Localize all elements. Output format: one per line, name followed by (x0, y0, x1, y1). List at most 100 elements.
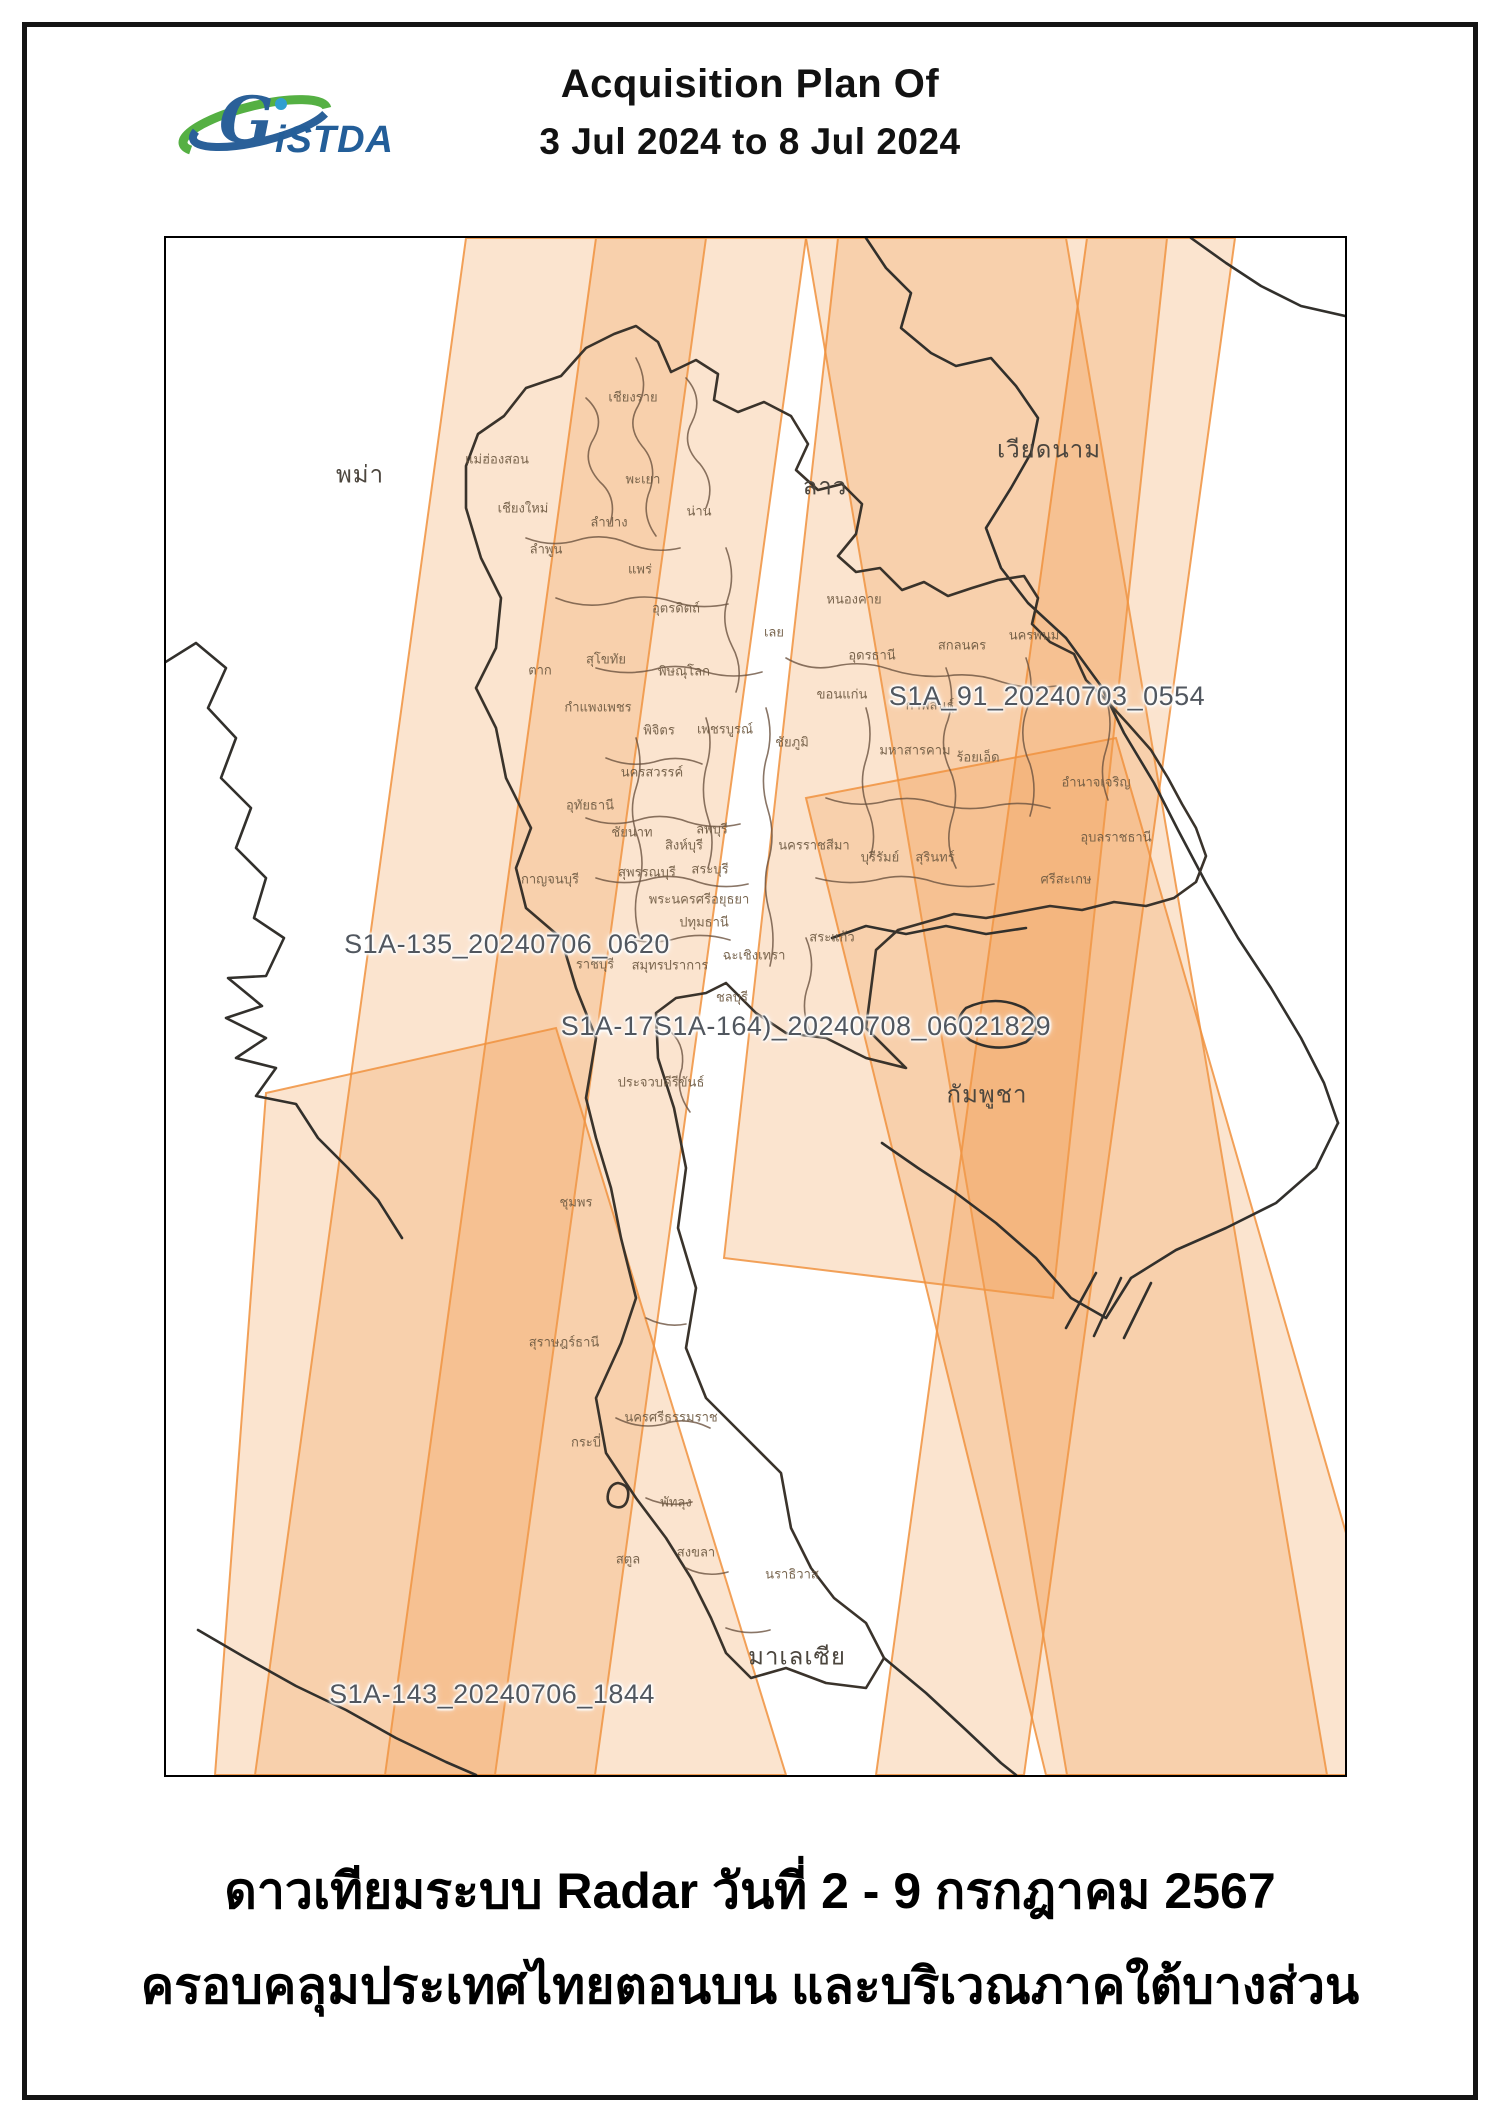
logo-letter-g: G (219, 83, 274, 158)
province-label: อุบลราชธานี (1080, 829, 1152, 845)
delta-river-mark-1 (1064, 1271, 1098, 1330)
province-label: อุตรดิตถ์ (652, 600, 700, 616)
province-label: สุพรรณบุรี (618, 864, 676, 880)
page-title-dates: 3 Jul 2024 to 8 Jul 2024 (539, 121, 961, 162)
province-label: ประจวบคีรีขันธ์ (617, 1074, 705, 1090)
thailand-border (464, 324, 1208, 1690)
province-label: ปทุมธานี (679, 914, 729, 930)
map-labels-layer: พม่า ลาว เวียดนามกัมพูชามาเลเซีย เชียงรายแม… (166, 238, 1345, 1775)
satellite-pass-label: S1A-143_20240706_1844 (329, 1678, 655, 1709)
swath-descending-west (253, 238, 708, 1775)
province-label: ชัยนาท (611, 824, 653, 840)
logo-swoosh (178, 92, 334, 157)
province-label: พิจิตร (643, 722, 675, 738)
province-label: พิษณุโลก (657, 663, 711, 679)
province-label: กระบี่ (570, 1434, 602, 1450)
province-label: ชลบุรี (715, 989, 749, 1005)
swath-ascending-southeast (804, 736, 1345, 1775)
province-label: สกลนคร (937, 637, 987, 653)
swath-ascending-south-s1a143 (213, 1026, 788, 1775)
logo-letters-istda: iSTDA (275, 119, 394, 161)
gistda-logo-graphic: G iSTDA (178, 83, 394, 161)
province-label: อำนาจเจริญ (1061, 774, 1131, 790)
province-label: สระบุรี (691, 861, 729, 877)
province-label: กาฬสินธุ์ (905, 697, 955, 713)
laos-vietnam-border (864, 238, 1340, 1125)
malaysia-west-coast (196, 1628, 478, 1775)
province-label: ตาก (528, 662, 552, 678)
myanmar-coastline (166, 641, 404, 1240)
province-label: กาญจนบุรี (521, 871, 579, 887)
province-label: เพชรบูรณ์ (696, 721, 754, 737)
country-label: พม่า (335, 461, 385, 489)
caption-line1: ดาวเทียมระบบ Radar วันที่ 2 - 9 กรกฎาคม … (224, 1863, 1276, 1919)
page-title: Acquisition Plan Of (560, 62, 940, 106)
province-label: แม่ฮ่องสอน (465, 451, 529, 467)
satellite-pass-label: S1A_91_20240703_0554 (888, 680, 1206, 711)
province-label: น่าน (686, 503, 712, 519)
province-label: ลำปาง (590, 514, 628, 530)
phuket-island (606, 1481, 630, 1509)
province-label: สุโขทัย (586, 651, 626, 667)
province-label: นครสวรรค์ (620, 764, 684, 780)
province-label: สงขลา (676, 1544, 716, 1560)
logo-i-dot (275, 98, 287, 110)
province-label: พะเยา (625, 471, 661, 487)
thailand-outline (464, 324, 1208, 1690)
country-label: มาเลเซีย (748, 1643, 846, 1671)
acquisition-map: พม่า ลาว เวียดนามกัมพูชามาเลเซีย เชียงรายแม… (164, 236, 1347, 1777)
cambodia-north-border (830, 924, 1028, 940)
province-label: ชัยภูมิ (775, 734, 809, 750)
province-label: แพร่ (628, 561, 652, 577)
province-label: นครพนม (1008, 627, 1060, 643)
province-label: สุรินทร์ (915, 849, 955, 865)
province-label: เชียงราย (608, 389, 658, 405)
gistda-logo: G iSTDA (175, 68, 405, 168)
province-label: เชียงใหม่ (497, 500, 549, 516)
province-label: บุรีรัมย์ (860, 849, 900, 865)
province-label: นครศรีธรรมราช (624, 1409, 718, 1425)
neighbor-borders (166, 238, 1345, 1775)
province-label: ลำพูน (529, 541, 563, 557)
swath-descending-east-s1a91 (722, 238, 1169, 1300)
province-label: ศรีสะเกษ (1040, 871, 1092, 887)
malaysia-east-coast (882, 1656, 1018, 1775)
province-borders (525, 357, 1111, 1634)
province-label: สตูล (615, 1551, 641, 1567)
mekong-delta-coast (880, 1121, 1340, 1320)
province-label: พัทลุง (660, 1494, 692, 1510)
caption-line2: ครอบคลุมประเทศไทยตอนบน และบริเวณภาคใต้บา… (140, 1958, 1360, 2014)
province-label: ร้อยเอ็ด (956, 749, 1000, 765)
province-label: อุดรธานี (848, 647, 896, 663)
country-label: ลาว (802, 473, 848, 501)
title-block: Acquisition Plan Of 3 Jul 2024 to 8 Jul … (0, 62, 1500, 163)
swath-descending-fareast (874, 238, 1237, 1775)
caption-block: ดาวเทียมระบบ Radar วันที่ 2 - 9 กรกฎาคม … (0, 1852, 1500, 2026)
satellite-swaths (213, 238, 1345, 1775)
province-label: ขอนแก่น (816, 686, 868, 702)
province-label: ชุมพร (559, 1194, 593, 1210)
vietnam-northeast-coast (1189, 238, 1345, 318)
delta-river-mark-3 (1122, 1281, 1153, 1340)
province-label: กำแพงเพชร (564, 699, 632, 715)
tonle-sap-lake (957, 999, 1038, 1049)
province-label: หนองคาย (826, 591, 882, 607)
map-canvas (166, 238, 1345, 1775)
province-label: นราธิวาส (765, 1566, 819, 1582)
province-label: ฉะเชิงเทรา (722, 947, 786, 963)
province-label: สมุทรปราการ (631, 957, 709, 973)
province-label: สุราษฎร์ธานี (528, 1334, 600, 1350)
swath-descending-west2 (383, 238, 808, 1775)
satellite-pass-label: S1A-135_20240706_0620 (344, 928, 670, 959)
province-label: อุทัยธานี (565, 797, 615, 813)
province-label: สระแก้ว (809, 929, 855, 945)
country-label: กัมพูชา (946, 1081, 1028, 1109)
province-label: ลพบุรี (696, 821, 728, 837)
province-label: เลย (763, 624, 785, 640)
province-label: พระนครศรีอยุธยา (648, 891, 750, 907)
province-label: ราชบุรี (575, 956, 615, 972)
province-label: มหาสารคาม (879, 742, 951, 758)
province-label: สิงห์บุรี (664, 837, 704, 853)
swath-ascending-central (804, 238, 1329, 1775)
country-label: เวียดนาม (996, 436, 1102, 464)
